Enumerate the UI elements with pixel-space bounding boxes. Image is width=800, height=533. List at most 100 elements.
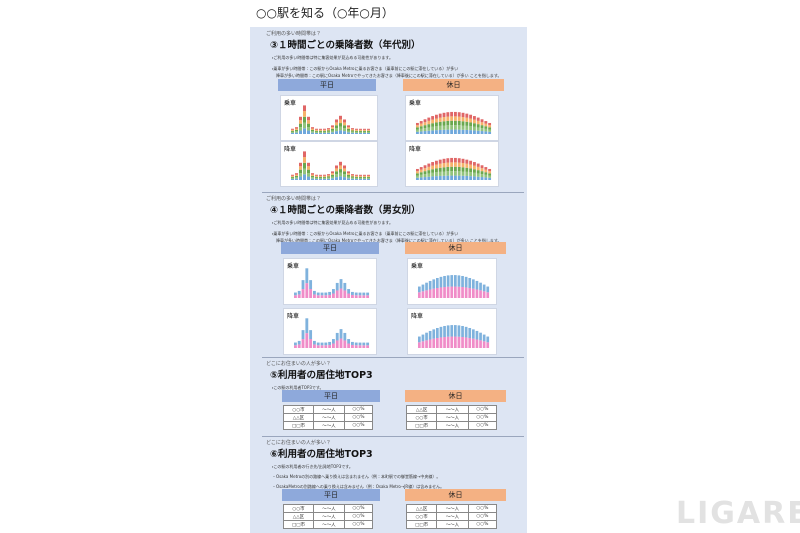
thumbnail-shape <box>295 127 298 129</box>
thumbnail-shape <box>461 121 465 126</box>
thumbnail-shape <box>363 129 366 131</box>
thumbnail-shape <box>335 125 338 129</box>
divider <box>262 436 524 437</box>
thumbnail-shape <box>450 125 454 130</box>
thumbnail-shape <box>469 118 473 123</box>
thumbnail-shape <box>461 171 465 176</box>
top3-table: △△区 〜〜人 ○○% ○○市 〜〜人 ○○% □□市 〜〜人 ○○% <box>405 405 498 430</box>
thumbnail-shape <box>457 116 461 121</box>
thumbnail-shape <box>347 125 350 128</box>
section-heading: ③１時間ごとの乗降者数（年代別） <box>270 40 421 51</box>
thumbnail-shape <box>435 114 438 119</box>
table-cell: □□市 <box>283 520 314 529</box>
thumbnail-shape <box>355 128 358 130</box>
thumbnail-shape <box>351 130 354 132</box>
thumbnail-shape <box>332 343 335 348</box>
watermark: LIGARE <box>676 496 800 531</box>
thumbnail-shape <box>461 158 465 164</box>
top3-table: △△区 〜〜人 ○○% ○○市 〜〜人 ○○% □□市 〜〜人 ○○% <box>405 504 498 529</box>
table-cell: ○○% <box>467 504 498 513</box>
divider <box>262 192 524 193</box>
thumbnail-shape <box>480 128 484 132</box>
thumbnail-shape <box>475 280 479 290</box>
thumbnail-shape <box>347 293 351 298</box>
thumbnail-shape <box>327 176 330 178</box>
thumbnail-shape <box>367 174 370 176</box>
thumbnail-shape <box>418 342 421 348</box>
thumbnail-shape <box>457 158 461 163</box>
table-cell: ○○市 <box>405 512 438 521</box>
table-cell: ○○% <box>467 520 498 529</box>
weekday-tag: 平日 <box>278 79 376 91</box>
thumbnail-shape <box>335 165 338 169</box>
thumbnail-shape <box>427 163 431 167</box>
thumbnail-shape <box>297 344 301 348</box>
thumbnail-shape <box>442 167 446 172</box>
thumbnail-graphic: 乗車 <box>409 99 492 134</box>
thumbnail-shape <box>305 283 309 298</box>
table-cell: 〜〜人 <box>436 512 469 521</box>
thumbnail-shape <box>438 171 442 176</box>
thumbnail-shape <box>291 131 294 133</box>
thumbnail-shape <box>339 130 342 134</box>
thumbnail-shape <box>488 131 492 134</box>
thumbnail-shape <box>323 175 326 177</box>
thumbnail-shape <box>461 117 465 122</box>
thumbnail-shape <box>464 326 468 338</box>
thumbnail-shape <box>423 168 427 172</box>
thumbnail-shape <box>319 174 322 176</box>
thumbnail-shape <box>367 176 370 178</box>
thumbnail-shape <box>351 294 354 298</box>
thumbnail-shape <box>446 336 450 348</box>
thumbnail-shape <box>465 129 469 134</box>
thumbnail-shape <box>343 119 346 123</box>
table-cell: ○○% <box>343 520 374 529</box>
thumbnail-graphic: 乗車 <box>284 99 370 134</box>
thumbnail-shape <box>488 122 492 126</box>
thumbnail-shape <box>461 125 465 130</box>
thumbnail-shape <box>295 131 298 133</box>
thumbnail-shape <box>313 344 316 348</box>
thumbnail-shape <box>323 132 326 134</box>
thumbnail-shape <box>450 171 454 176</box>
thumbnail-shape <box>335 177 338 180</box>
thumbnail-shape <box>442 125 446 130</box>
chart-thumbnail: 乗車 <box>407 258 497 305</box>
thumbnail-shape <box>427 170 431 174</box>
question: どこにお住まいの人が多い？ <box>266 361 331 367</box>
thumbnail-shape <box>311 132 314 134</box>
thumbnail-shape <box>442 171 446 176</box>
thumbnail-shape <box>315 174 318 176</box>
question: ご利用の多い時間帯は？ <box>266 31 322 37</box>
thumbnail-shape <box>438 113 442 118</box>
thumbnail-shape <box>443 286 446 298</box>
thumbnail-shape <box>473 123 476 127</box>
thumbnail-shape <box>450 166 454 172</box>
thumbnail-shape <box>323 130 326 132</box>
thumbnail-shape <box>303 128 306 134</box>
thumbnail-shape <box>359 129 362 131</box>
thumbnail-shape <box>355 129 358 131</box>
thumbnail-shape <box>435 164 438 169</box>
table-cell: △△区 <box>405 504 438 513</box>
thumbnail-shape <box>358 295 362 298</box>
thumbnail-shape <box>294 295 297 298</box>
thumbnail-shape <box>347 173 350 175</box>
thumbnail-shape <box>428 330 432 340</box>
thumbnail-shape <box>291 175 294 177</box>
thumbnail-shape <box>488 175 492 178</box>
thumbnail-shape <box>442 121 446 126</box>
thumbnail-shape <box>358 292 362 296</box>
thumbnail-shape <box>446 286 450 298</box>
thumbnail-shape <box>347 128 350 131</box>
thumbnail-shape <box>297 290 301 295</box>
thumbnail-shape <box>335 168 338 172</box>
thumbnail-shape <box>339 169 342 173</box>
thumbnail-shape <box>472 338 475 348</box>
thumbnail-shape <box>438 121 442 126</box>
thumbnail-shape <box>303 174 306 180</box>
thumbnail-shape <box>363 174 366 176</box>
thumbnail-shape <box>339 115 342 120</box>
thumbnail-shape <box>347 174 350 177</box>
divider <box>262 357 524 358</box>
